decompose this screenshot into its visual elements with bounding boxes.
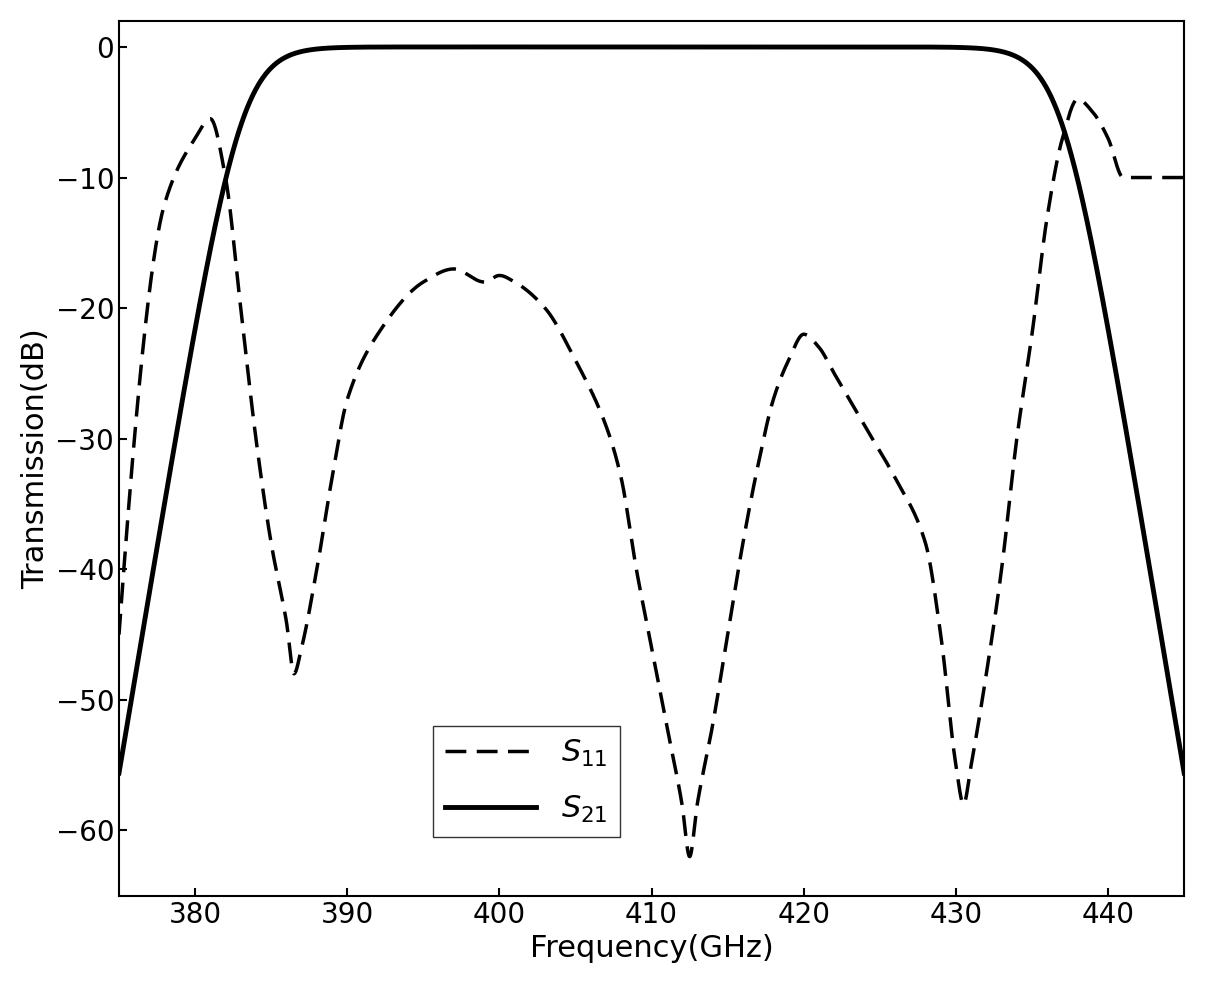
Legend: $S_{11}$, $S_{21}$: $S_{11}$, $S_{21}$ — [433, 725, 619, 836]
$S_{11}$ — [518, 283, 533, 295]
$S_{21}$ — [988, 44, 1003, 56]
$S_{21}$ — [805, 41, 819, 53]
$S_{11}$ — [305, 587, 319, 599]
$S_{11}$ — [1177, 171, 1192, 183]
$S_{11}$ — [751, 460, 765, 471]
X-axis label: Frequency(GHz): Frequency(GHz) — [530, 934, 774, 963]
Y-axis label: Transmission(dB): Transmission(dB) — [20, 328, 49, 588]
$S_{11}$ — [906, 507, 921, 519]
$S_{21}$ — [112, 768, 127, 779]
$S_{21}$ — [1177, 768, 1192, 779]
$S_{11}$ — [1070, 93, 1084, 105]
$S_{11}$ — [112, 629, 127, 641]
$S_{21}$ — [518, 41, 533, 53]
$S_{21}$ — [906, 41, 921, 53]
$S_{21}$ — [645, 41, 659, 53]
$S_{11}$ — [988, 611, 1003, 623]
$S_{21}$ — [305, 43, 319, 55]
Line: $S_{11}$: $S_{11}$ — [119, 99, 1185, 857]
$S_{11}$ — [805, 334, 819, 345]
$S_{21}$ — [751, 41, 765, 53]
$S_{11}$ — [682, 851, 696, 863]
Line: $S_{21}$: $S_{21}$ — [119, 47, 1185, 773]
